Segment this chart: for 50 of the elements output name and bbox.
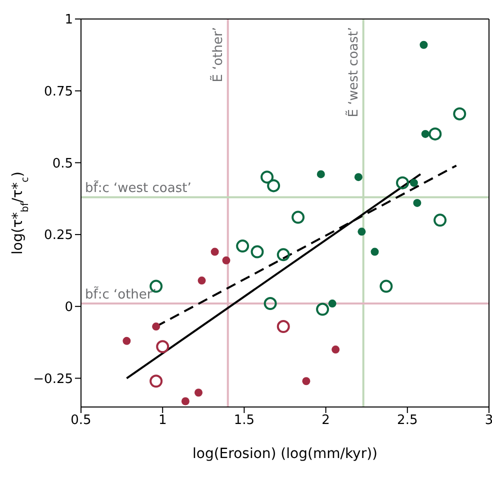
point [354,173,362,182]
y-tick-label: 1 [64,12,73,28]
point [222,256,230,264]
point [370,248,379,256]
point [396,176,410,190]
y-tick-label: 0 [64,300,73,316]
point [210,248,219,256]
point [453,107,466,120]
x-tick-label: 3 [484,413,492,428]
x-tick-label: 2.5 [397,413,418,428]
point [316,302,330,316]
point [150,374,163,388]
point [198,276,206,285]
point [156,340,170,354]
point [181,397,190,406]
ref-line-label: Ẽ ‘other’ [210,27,226,82]
point [152,322,160,331]
point [328,300,336,308]
point [380,280,393,293]
ref-line-label: bf̃:c ‘west coast’ [85,180,192,196]
point [316,170,325,178]
point [413,198,422,207]
ref-line-label: Ẽ ‘west coast’ [345,27,362,118]
point [267,179,280,192]
point [332,346,340,354]
x-tick-label: 1.5 [234,413,255,428]
point [428,127,442,140]
point [292,210,305,224]
point [122,336,131,345]
point [302,377,310,386]
y-tick-label: −0.25 [33,372,73,387]
y-tick-label: 0.5 [52,156,73,172]
point [421,130,430,138]
y-tick-label: 0.75 [44,84,73,100]
point [434,214,447,227]
point [194,388,203,397]
ref-line-label: bf̃:c ‘other’ [85,286,156,303]
point [276,248,290,262]
point [410,178,418,187]
y-tick-label: 0.25 [44,228,73,244]
point [264,297,277,310]
point [420,40,428,49]
x-tick-label: 1 [158,413,167,428]
x-tick-label: 2 [322,413,330,428]
point [358,228,366,236]
point [236,240,250,253]
x-axis-title: log(Erosion) (log(mm/kyr)) [192,446,378,462]
point [260,170,274,184]
point [276,320,290,334]
point [250,245,264,258]
